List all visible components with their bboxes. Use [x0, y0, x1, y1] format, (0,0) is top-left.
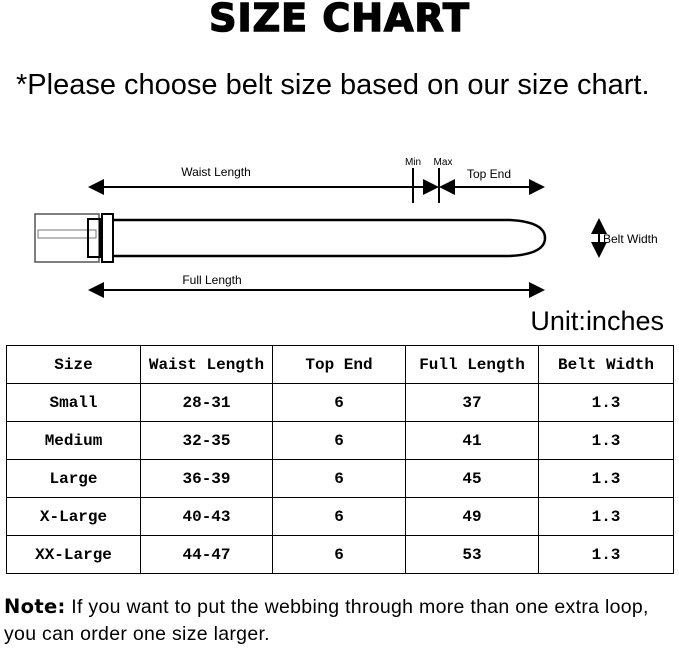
cell-belt-width: 1.3	[538, 535, 674, 574]
header-full-length: Full Length	[405, 345, 539, 384]
header-waist-length: Waist Length	[140, 345, 273, 384]
table-row: XX-Large 44-47 6 53 1.3	[6, 535, 674, 574]
cell-full-length: 53	[405, 535, 539, 574]
header-top-end: Top End	[272, 345, 406, 384]
header-belt-width: Belt Width	[538, 345, 674, 384]
page-title: SIZE CHART	[208, 0, 470, 41]
cell-waist: 36-39	[140, 459, 273, 498]
cell-top-end: 6	[272, 535, 406, 574]
cell-size: XX-Large	[6, 535, 141, 574]
unit-label: Unit:inches	[530, 306, 664, 336]
table-header-row: Size Waist Length Top End Full Length Be…	[6, 345, 674, 384]
full-length-label: Full Length	[182, 273, 241, 287]
cell-full-length: 49	[405, 497, 539, 536]
cell-waist: 28-31	[140, 383, 273, 422]
table-row: Large 36-39 6 45 1.3	[6, 459, 674, 498]
cell-full-length: 41	[405, 421, 539, 460]
cell-top-end: 6	[272, 497, 406, 536]
belt-diagram: Waist Length Min Max Top End Belt Width …	[34, 157, 658, 298]
note: Note: If you want to put the webbing thr…	[4, 593, 679, 648]
table-row: Small 28-31 6 37 1.3	[6, 383, 674, 422]
cell-full-length: 37	[405, 383, 539, 422]
belt-drawing	[34, 213, 547, 263]
cell-size: Small	[6, 383, 141, 422]
table-row: Medium 32-35 6 41 1.3	[6, 421, 674, 460]
belt-width-label: Belt Width	[603, 232, 658, 246]
min-label: Min	[405, 157, 421, 168]
intro-text: *Please choose belt size based on our si…	[16, 69, 650, 101]
cell-top-end: 6	[272, 459, 406, 498]
cell-waist: 32-35	[140, 421, 273, 460]
cell-top-end: 6	[272, 383, 406, 422]
size-table: Size Waist Length Top End Full Length Be…	[6, 345, 674, 574]
cell-waist: 40-43	[140, 497, 273, 536]
cell-size: Large	[6, 459, 141, 498]
cell-size: X-Large	[6, 497, 141, 536]
cell-belt-width: 1.3	[538, 383, 674, 422]
cell-belt-width: 1.3	[538, 459, 674, 498]
note-text: If you want to put the webbing through m…	[4, 596, 649, 645]
cell-size: Medium	[6, 421, 141, 460]
cell-top-end: 6	[272, 421, 406, 460]
cell-belt-width: 1.3	[538, 421, 674, 460]
cell-belt-width: 1.3	[538, 497, 674, 536]
note-label: Note:	[4, 595, 66, 618]
cell-waist: 44-47	[140, 535, 273, 574]
max-label: Max	[434, 157, 453, 168]
header-size: Size	[6, 345, 141, 384]
waist-length-label: Waist Length	[181, 165, 251, 179]
cell-full-length: 45	[405, 459, 539, 498]
table-row: X-Large 40-43 6 49 1.3	[6, 497, 674, 536]
top-end-label: Top End	[467, 167, 511, 181]
